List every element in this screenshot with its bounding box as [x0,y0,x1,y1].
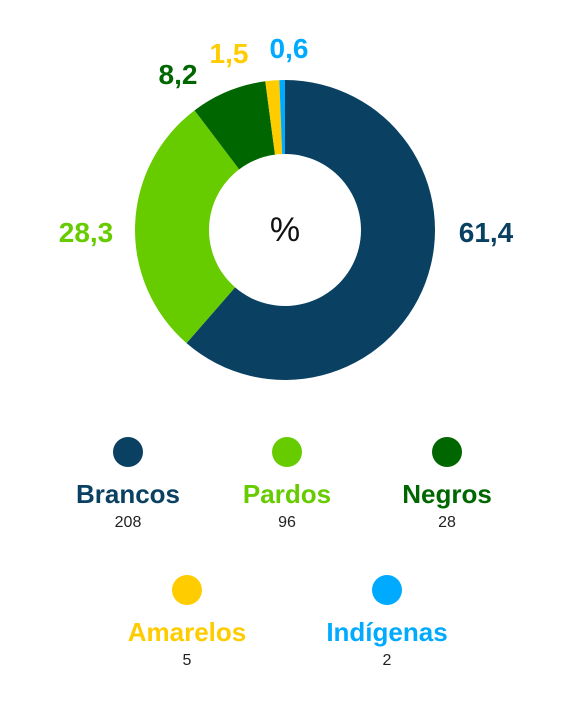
legend-label-pardos: Pardos [242,479,332,509]
donut-chart: % 61,4 28,3 8,2 1,5 0,6 [59,33,514,380]
legend-label-brancos: Brancos [75,479,181,509]
legend-item-amarelos: Amarelos 5 [97,575,277,671]
slice-label-brancos: 61,4 [459,217,514,248]
slice-negros [194,81,276,170]
legend-count-pardos: 96 [278,514,296,531]
legend-dot-pardos [272,437,302,467]
legend-count-amarelos: 5 [182,652,192,669]
slice-label-amarelos: 1,5 [210,38,249,69]
legend-dot-negros [432,437,462,467]
legend-dot-indigenas [372,575,402,605]
slice-indigenas [279,80,285,155]
legend-label-amarelos: Amarelos [127,617,247,647]
legend-item-indigenas: Indígenas 2 [297,575,477,671]
slice-brancos [186,80,436,380]
legend-count-indigenas: 2 [382,652,392,669]
legend-dot-amarelos [172,575,202,605]
legend-item-brancos: Brancos 208 [38,437,218,533]
legend-count-brancos: 208 [114,514,142,531]
legend-item-negros: Negros 28 [357,437,537,533]
slice-label-negros: 8,2 [159,59,198,90]
legend-label-negros: Negros [402,479,492,509]
slice-label-indigenas: 0,6 [270,33,309,64]
slice-amarelos [265,80,283,155]
legend-count-negros: 28 [438,514,456,531]
slice-pardos [135,110,240,344]
slice-label-pardos: 28,3 [59,217,114,248]
legend-dot-brancos [113,437,143,467]
center-label: % [270,211,300,249]
legend-item-pardos: Pardos 96 [197,437,377,533]
legend-label-indigenas: Indígenas [326,617,448,647]
